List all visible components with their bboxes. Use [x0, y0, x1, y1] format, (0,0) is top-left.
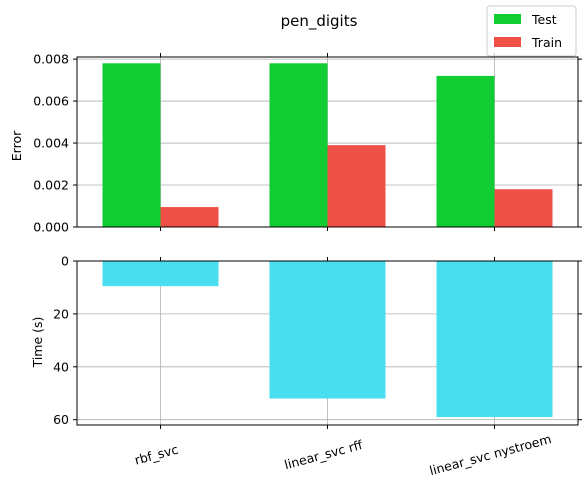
- bar-train-error: [327, 145, 386, 227]
- legend: Test Train: [486, 5, 577, 57]
- bar-test-error: [269, 63, 328, 227]
- bar-time: [269, 261, 386, 399]
- error-ytick-label: 0.000: [33, 220, 69, 235]
- chart-title: pen_digits: [281, 12, 358, 31]
- error-ytick-label: 0.004: [33, 136, 69, 151]
- time-subplot: 0 20 40 60 rbf_svc linear_svc rff linear_svc n…: [53, 254, 582, 478]
- time-ytick-label: 60: [53, 412, 69, 427]
- xtick-label-category: rbf_svc: [133, 442, 180, 468]
- error-ytick-label: 0.002: [33, 178, 69, 193]
- legend-swatch-test: [494, 14, 521, 24]
- bar-train-error: [494, 189, 553, 227]
- time-ytick-label: 0: [61, 254, 69, 269]
- bar-time: [102, 261, 219, 287]
- time-ytick-label: 20: [53, 306, 69, 321]
- error-ytick-label: 0.006: [33, 94, 69, 109]
- legend-label-train: Train: [531, 35, 562, 50]
- xtick-label-category: linear_svc nystroem: [428, 431, 553, 478]
- error-axis-label: Error: [9, 130, 24, 161]
- xtick-label-category: linear_svc rff: [283, 437, 365, 472]
- bar-time: [436, 261, 553, 418]
- bar-test-error: [436, 75, 495, 227]
- error-ytick-label: 0.008: [33, 52, 69, 67]
- bar-test-error: [102, 63, 161, 227]
- legend-label-test: Test: [531, 12, 557, 27]
- error-subplot: 0.000 0.002 0.004 0.006 0.008: [33, 52, 582, 235]
- time-ytick-label: 40: [53, 359, 69, 374]
- bar-train-error: [160, 207, 219, 227]
- time-axis-label: Time (s): [30, 317, 45, 369]
- legend-swatch-train: [494, 37, 521, 47]
